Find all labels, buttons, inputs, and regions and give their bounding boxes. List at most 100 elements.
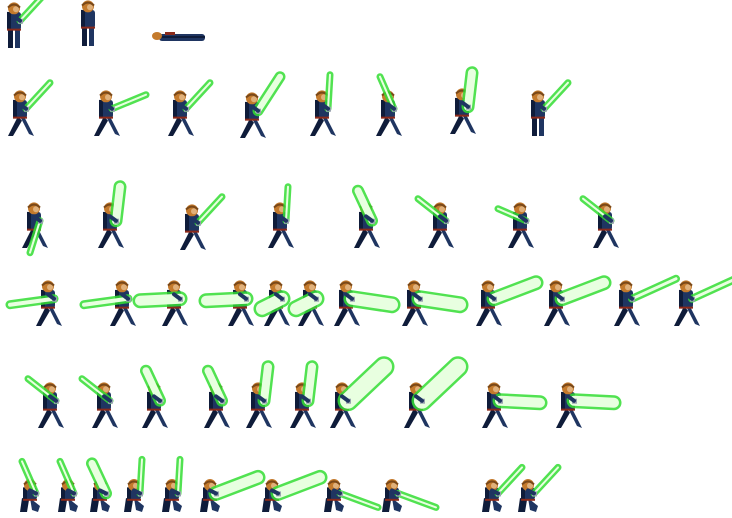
face-shape bbox=[555, 284, 561, 291]
leg-front bbox=[280, 228, 294, 248]
sprite-frame bbox=[98, 180, 127, 248]
leg-back bbox=[262, 498, 271, 512]
leg-back bbox=[82, 26, 87, 46]
arm-shape bbox=[238, 292, 248, 301]
leg-back bbox=[334, 306, 348, 326]
saber-core bbox=[135, 293, 185, 306]
arm-shape bbox=[438, 214, 448, 223]
leg-back bbox=[162, 306, 176, 326]
arm-shape bbox=[492, 394, 502, 403]
belt-shape bbox=[165, 32, 175, 35]
ear-shape bbox=[433, 203, 447, 209]
leg-back bbox=[402, 306, 416, 326]
torso-shade bbox=[487, 391, 491, 411]
ear-shape bbox=[385, 480, 399, 486]
torso-shade bbox=[619, 289, 623, 309]
leg-front bbox=[626, 306, 640, 326]
saber-core bbox=[177, 458, 181, 495]
saber-core bbox=[354, 187, 376, 225]
belt-shape bbox=[561, 408, 575, 411]
arm-shape bbox=[46, 292, 56, 301]
sprite-frame bbox=[518, 463, 562, 512]
saber-core bbox=[142, 367, 164, 405]
leg-back bbox=[8, 28, 13, 48]
saber-core bbox=[497, 466, 523, 495]
arm-shape bbox=[102, 394, 112, 403]
torso-shade bbox=[209, 391, 213, 411]
arm-shape bbox=[386, 102, 396, 111]
torso-shade bbox=[93, 487, 97, 500]
torso-shade bbox=[385, 487, 389, 500]
arm-shape bbox=[18, 102, 28, 111]
leg-front bbox=[556, 306, 570, 326]
face-shape bbox=[333, 482, 339, 489]
ear-shape bbox=[173, 91, 187, 97]
leg-front bbox=[686, 306, 700, 326]
sprite-frame bbox=[614, 274, 680, 326]
sprite-frame bbox=[253, 280, 291, 326]
torso-shade bbox=[7, 11, 11, 31]
leg-front bbox=[180, 116, 194, 136]
leg-front bbox=[252, 118, 266, 138]
face-shape bbox=[191, 208, 197, 215]
sprite-frame bbox=[81, 0, 95, 46]
leg-front bbox=[488, 306, 502, 326]
sprite-frame bbox=[202, 364, 230, 428]
torso-shade bbox=[327, 487, 331, 500]
arm-shape bbox=[108, 214, 118, 223]
leg-front bbox=[48, 306, 62, 326]
leg-front bbox=[322, 116, 336, 136]
belt-shape bbox=[295, 408, 309, 411]
sprite-frame bbox=[482, 382, 548, 428]
ear-shape bbox=[185, 205, 199, 211]
belt-shape bbox=[381, 116, 395, 119]
sprite-frame bbox=[7, 0, 44, 48]
sprite-frames bbox=[5, 0, 732, 512]
face-shape bbox=[103, 386, 109, 393]
ear-shape bbox=[41, 281, 55, 287]
leg-front bbox=[272, 498, 282, 512]
belt-shape bbox=[43, 408, 57, 411]
arm-shape bbox=[172, 292, 182, 301]
ear-shape bbox=[245, 93, 259, 99]
torso-shade bbox=[381, 99, 385, 119]
sprite-frame bbox=[324, 479, 382, 512]
ear-shape bbox=[167, 281, 181, 287]
sprite-frame bbox=[402, 280, 469, 326]
arm-shape bbox=[208, 488, 218, 496]
saber-core bbox=[25, 81, 51, 110]
ear-shape bbox=[43, 383, 57, 389]
belt-shape bbox=[185, 230, 199, 233]
leg-front bbox=[122, 306, 136, 326]
torso-shade bbox=[521, 487, 525, 500]
belt-shape bbox=[97, 408, 111, 411]
face-shape bbox=[527, 482, 533, 489]
sprite-frame bbox=[556, 382, 622, 428]
saber-core bbox=[557, 277, 609, 304]
leg-back bbox=[476, 306, 490, 326]
belt-shape bbox=[81, 26, 95, 29]
torso-shade bbox=[203, 487, 207, 500]
saber-core bbox=[29, 219, 41, 254]
ear-shape bbox=[81, 1, 95, 7]
torso-shade bbox=[185, 213, 189, 233]
face-shape bbox=[275, 284, 281, 291]
arm-shape bbox=[278, 214, 288, 223]
saber-core bbox=[379, 75, 395, 110]
leg-back bbox=[354, 228, 368, 248]
arm-shape bbox=[32, 214, 42, 223]
belt-shape bbox=[273, 228, 287, 231]
leg-back bbox=[508, 228, 522, 248]
sprite-frame bbox=[414, 195, 454, 248]
leg-back bbox=[482, 408, 496, 428]
torso-shade bbox=[407, 289, 411, 309]
face-shape bbox=[47, 284, 53, 291]
arm-shape bbox=[66, 488, 76, 496]
torso-shade bbox=[127, 487, 131, 500]
belt-shape bbox=[61, 498, 75, 501]
sprite-frame bbox=[404, 356, 469, 428]
leg-front bbox=[539, 116, 544, 136]
leg-back bbox=[124, 498, 133, 512]
